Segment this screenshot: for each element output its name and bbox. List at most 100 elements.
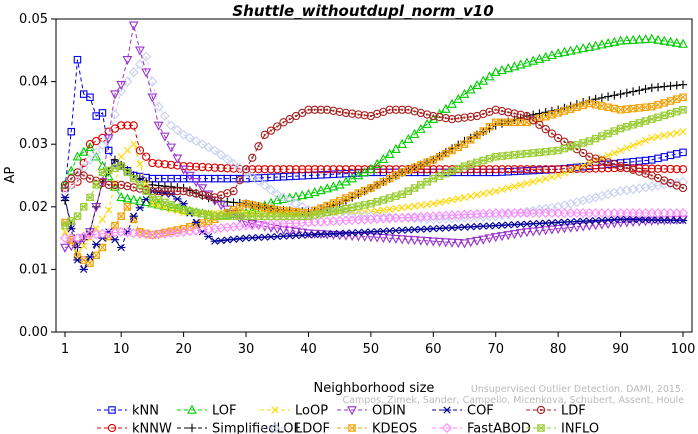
data-point-ldf-dot	[126, 185, 128, 187]
data-point-simplifiedlof	[598, 94, 606, 102]
data-point-ldf-dot	[607, 161, 609, 163]
data-point-inflo-star	[493, 154, 499, 160]
data-point-ldf-dot	[101, 182, 103, 184]
data-point-kdeos-cross	[680, 94, 686, 100]
data-point-odin	[61, 244, 69, 251]
data-point-knnw	[143, 153, 150, 160]
data-point-ldf-dot	[495, 109, 497, 111]
data-point-inflo-star	[486, 155, 492, 161]
data-point-ldf-dot	[264, 134, 266, 136]
x-axis-label: Neighborhood size	[314, 381, 435, 396]
data-point-simplifiedlof	[623, 89, 631, 97]
data-point-cof	[73, 257, 81, 263]
data-point-inflo-star	[649, 116, 655, 122]
x-tick-label: 100	[671, 342, 696, 357]
data-point-odin	[117, 82, 125, 89]
data-point-loop	[493, 188, 499, 194]
data-point-inflo-star	[411, 185, 417, 191]
data-point-simplifiedlof	[641, 85, 649, 93]
data-point-inflo-star	[555, 147, 561, 153]
data-point-inflo-star	[605, 130, 611, 136]
data-point-ldf-dot	[176, 190, 178, 192]
data-point-kdeos-cross	[674, 96, 680, 102]
watermark-line-1: Unsupervised Outlier Detection. DAMI, 20…	[471, 384, 684, 395]
data-point-odin	[173, 155, 181, 162]
data-point-ldf-dot	[270, 130, 272, 132]
data-point-simplifiedlof	[648, 84, 656, 92]
data-point-inflo-star	[399, 191, 405, 197]
data-point-inflo-star	[617, 125, 623, 131]
legend-item-knn: kNN	[97, 404, 159, 419]
legend-label-fastabod: FastABOD	[467, 422, 531, 434]
data-point-simplifiedlof	[679, 81, 687, 89]
data-point-inflo-star	[162, 199, 168, 205]
data-point-kdeos-cross	[667, 98, 673, 104]
data-point-cof	[92, 241, 100, 247]
y-tick-label: 0.05	[19, 12, 48, 27]
data-point-ldf-dot	[545, 128, 547, 130]
legend-label-kdeos: KDEOS	[372, 422, 417, 434]
data-point-ldf-dot	[364, 114, 366, 116]
data-point-simplifiedlof	[654, 83, 662, 91]
data-point-ldf-dot	[407, 109, 409, 111]
data-point-odin	[123, 56, 131, 63]
data-point-odin	[142, 69, 150, 76]
data-point-kdeos-cross	[118, 213, 124, 219]
data-point-ldf-dot	[669, 182, 671, 184]
data-point-ldf-dot	[189, 191, 191, 193]
ap-line-chart: Shuttle_withoutdupl_norm_v10 0.000.010.0…	[0, 0, 698, 434]
data-point-simplifiedlof	[616, 90, 624, 98]
data-point-loop	[130, 141, 136, 147]
data-point-inflo-star	[455, 165, 461, 171]
data-point-kdeos-cross	[230, 207, 236, 213]
data-point-ldf-dot	[557, 137, 559, 139]
data-point-ldf-dot	[657, 177, 659, 179]
data-point-ldf-dot	[195, 193, 197, 195]
legend-label-inflo: INFLO	[561, 422, 599, 434]
data-point-ldf-dot	[232, 190, 234, 192]
data-point-ldf-dot	[120, 184, 122, 186]
data-point-inflo-star	[574, 142, 580, 148]
data-point-ldf-dot	[457, 117, 459, 119]
data-point-ldf-dot	[588, 156, 590, 158]
data-point-cof	[86, 254, 94, 260]
data-point-simplifiedlof	[673, 81, 681, 89]
data-point-ldf-dot	[289, 118, 291, 120]
data-point-ldf-dot	[395, 109, 397, 111]
x-tick-label: 70	[487, 342, 504, 357]
data-point-ldf-dot	[482, 113, 484, 115]
data-point-loop	[542, 175, 548, 181]
data-point-inflo-star	[199, 210, 205, 216]
data-point-ldf-dot	[70, 178, 72, 180]
x-tick-label: 10	[113, 342, 130, 357]
data-point-ldf-dot	[463, 116, 465, 118]
data-point-kdeos-cross	[655, 102, 661, 108]
data-point-ldf-dot	[476, 115, 478, 117]
data-point-ldf-dot	[226, 192, 228, 194]
data-point-inflo-star	[268, 213, 274, 219]
data-point-inflo-star	[380, 197, 386, 203]
data-point-loop	[517, 182, 523, 188]
legend-marker-inflo-star	[538, 425, 544, 431]
data-point-ldf-dot	[370, 115, 372, 117]
data-point-ldf-dot	[345, 112, 347, 114]
data-point-kdeos-cross	[99, 244, 105, 250]
x-tick-label: 20	[175, 342, 192, 357]
data-point-ldf-dot	[220, 194, 222, 196]
data-point-ldf-dot	[438, 116, 440, 118]
data-point-ldf-dot	[357, 113, 359, 115]
data-point-ldf-dot	[351, 113, 353, 115]
data-point-loop	[124, 147, 130, 153]
data-point-inflo-star	[262, 213, 268, 219]
y-axis: 0.000.010.020.030.040.05	[19, 12, 56, 340]
data-point-inflo-star	[499, 153, 505, 159]
data-point-ldf-dot	[76, 171, 78, 173]
legend-label-knnw: kNNW	[132, 422, 172, 434]
data-point-ldf-dot	[83, 174, 85, 176]
legend-item-lof: LOF	[177, 404, 237, 419]
data-point-inflo-star	[430, 175, 436, 181]
legend-label-cof: COF	[467, 404, 494, 419]
data-point-ldf-dot	[339, 111, 341, 113]
y-tick-label: 0.01	[19, 262, 48, 277]
data-point-inflo-star	[436, 173, 442, 179]
